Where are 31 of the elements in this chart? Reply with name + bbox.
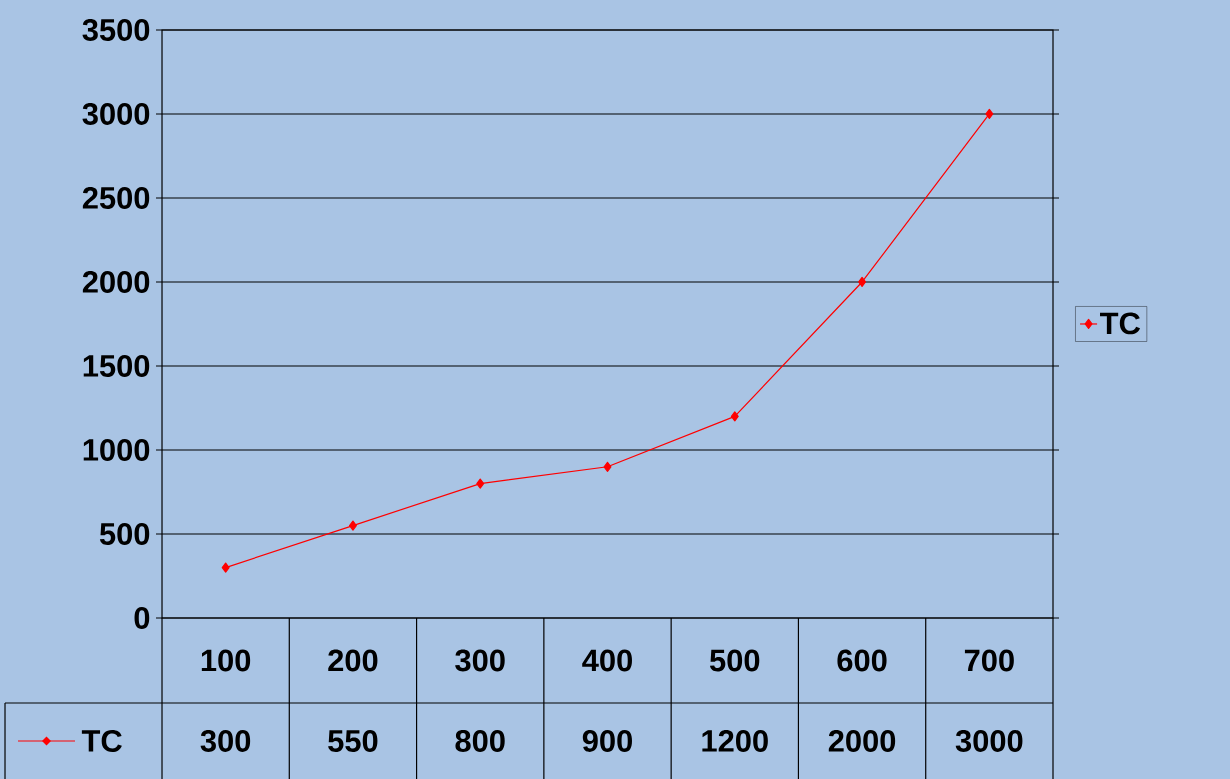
y-tick-label: 3000 bbox=[82, 103, 150, 125]
data-label: 550 bbox=[328, 730, 378, 752]
y-tick-label: 1000 bbox=[83, 439, 150, 461]
y-tick-label: 2000 bbox=[82, 271, 150, 293]
x-tick-label: 300 bbox=[455, 649, 505, 672]
data-label: 900 bbox=[582, 730, 632, 752]
point bbox=[603, 461, 612, 472]
data-label: 2000 bbox=[828, 730, 896, 752]
y-tick-label: 2500 bbox=[82, 187, 150, 209]
point bbox=[985, 108, 994, 120]
y-tick-label: 0 bbox=[134, 607, 150, 629]
y-tick-label: 3500 bbox=[82, 19, 150, 41]
y-tick-label: 1500 bbox=[83, 355, 150, 377]
y-tick-label: 500 bbox=[99, 523, 150, 545]
x-tick-label: 200 bbox=[328, 649, 378, 672]
x-tick-label: 400 bbox=[582, 649, 632, 672]
point bbox=[476, 478, 485, 489]
data-label: 800 bbox=[455, 730, 505, 752]
legend-label: TC bbox=[1100, 312, 1141, 335]
data-label: 300 bbox=[200, 730, 251, 752]
x-tick-label: 700 bbox=[964, 649, 1014, 672]
x-tick-label: 600 bbox=[837, 649, 887, 672]
text: TC bbox=[81, 730, 122, 752]
point bbox=[858, 276, 867, 288]
point bbox=[730, 411, 739, 422]
x-tick-label: 500 bbox=[709, 649, 760, 672]
data-label: 3000 bbox=[955, 730, 1023, 752]
x-tick-label: 100 bbox=[201, 649, 251, 672]
point bbox=[348, 520, 357, 531]
data-label: 1200 bbox=[702, 730, 768, 752]
point bbox=[221, 562, 230, 573]
